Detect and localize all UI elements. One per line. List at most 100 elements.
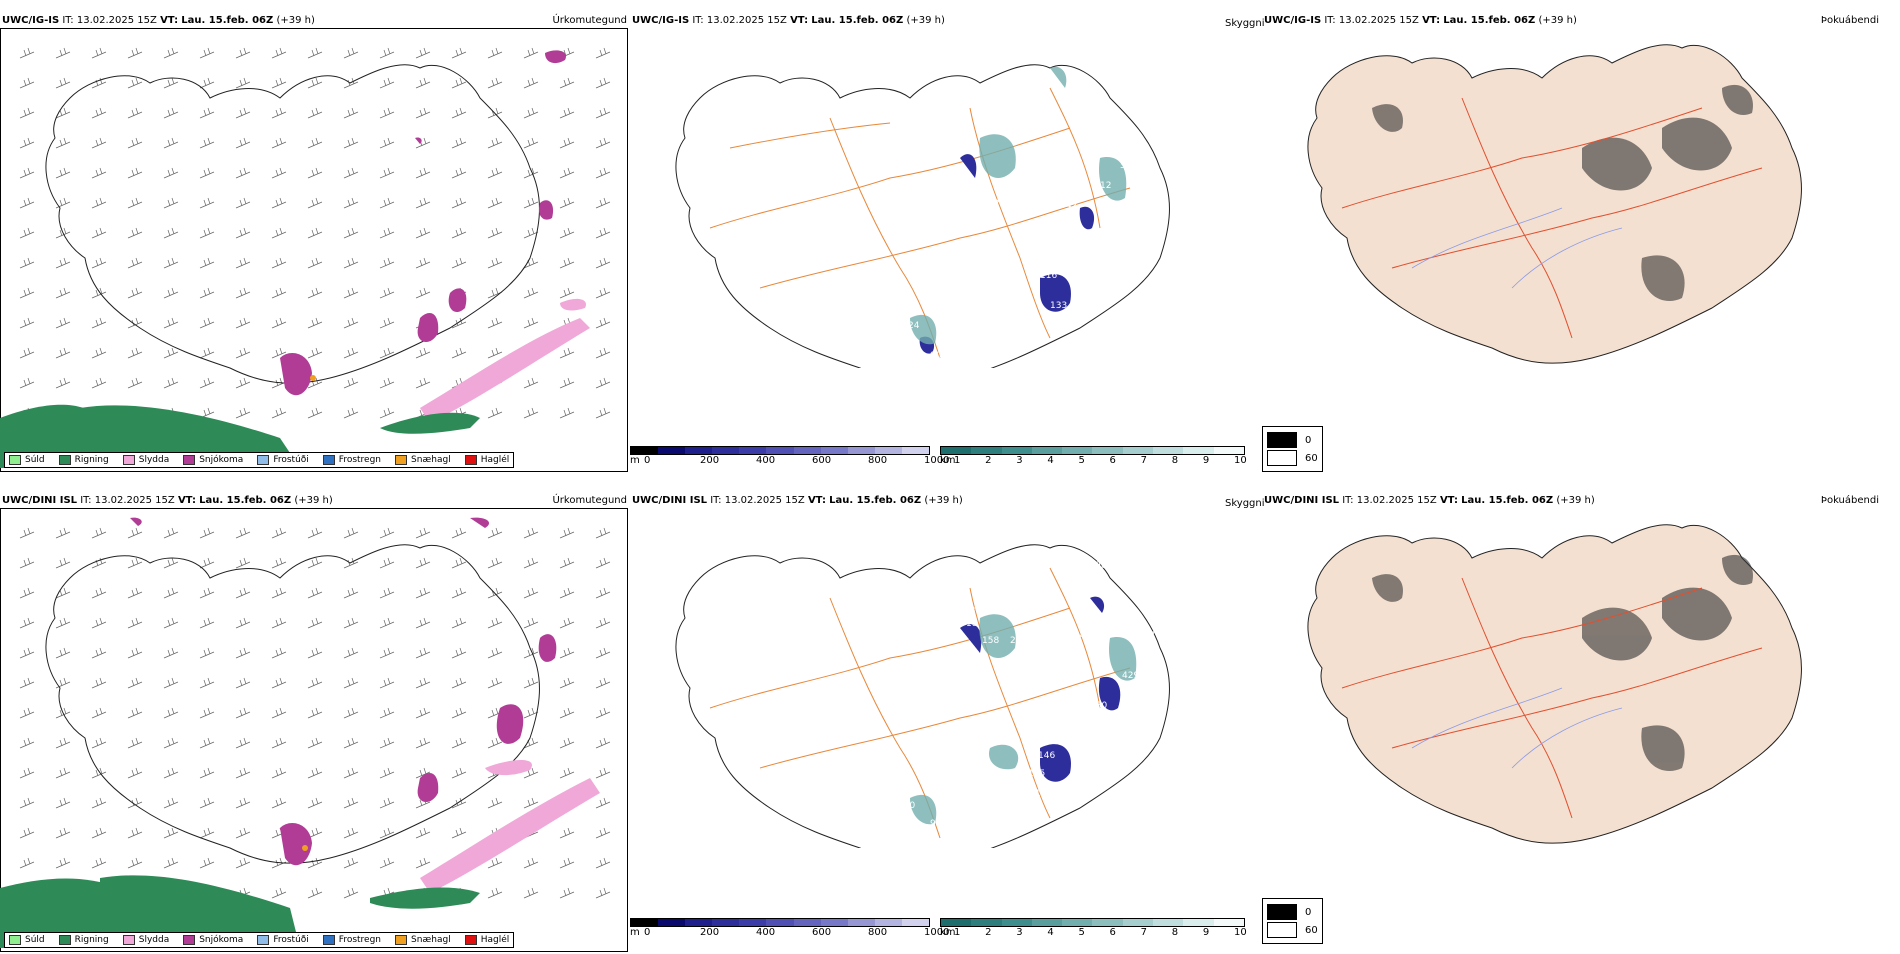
- wind-barb: [415, 587, 431, 599]
- wind-barb: [235, 587, 251, 599]
- wind-barb: [343, 257, 359, 269]
- snow-areas: [280, 50, 566, 396]
- wind-barb: [487, 77, 503, 89]
- wind-barb: [415, 197, 431, 209]
- wind-barb: [55, 857, 71, 869]
- ceiling-areas: [960, 596, 1121, 782]
- wind-barb: [523, 617, 539, 629]
- wind-barb: [307, 677, 323, 689]
- colorbar-cell: [1031, 447, 1063, 454]
- wind-barb: [271, 47, 287, 59]
- wind-barb: [235, 47, 251, 59]
- wind-barb: [271, 137, 287, 149]
- colorbar-cell: [820, 447, 848, 454]
- model-name: UWC/IG-IS: [1264, 15, 1322, 26]
- wind-barb: [307, 107, 323, 119]
- wind-barb: [379, 167, 395, 179]
- wind-barb: [19, 527, 35, 539]
- visibility-unit: km: [940, 455, 956, 466]
- legend-item: Slydda: [122, 455, 169, 465]
- legend-swatch: [9, 455, 21, 465]
- station-label: 44402: [1068, 631, 1097, 641]
- station-label: 116: [1040, 271, 1057, 281]
- wind-barb: [127, 347, 143, 359]
- wind-barb: [55, 287, 71, 299]
- wind-barb: [199, 677, 215, 689]
- colorbar-tick: 8: [1171, 927, 1179, 938]
- wind-barb: [595, 887, 611, 899]
- colorbar-cell: [1183, 919, 1214, 926]
- wind-barb: [343, 587, 359, 599]
- wind-barb: [199, 827, 215, 839]
- wind-barb: [307, 707, 323, 719]
- wind-barb: [307, 287, 323, 299]
- colorbar-cell: [631, 447, 659, 454]
- wind-barb: [91, 707, 107, 719]
- station-label: 130: [1090, 701, 1107, 711]
- wind-barb: [19, 557, 35, 569]
- wind-barb: [163, 527, 179, 539]
- legend-label: Frostúði: [273, 455, 309, 465]
- wind-barb: [487, 557, 503, 569]
- wind-barb: [559, 347, 575, 359]
- station-label: 5: [1120, 161, 1126, 171]
- model-name: UWC/DINI ISL: [1264, 495, 1340, 506]
- legend-item: Frostúði: [257, 935, 309, 945]
- wind-barb: [55, 737, 71, 749]
- wind-barb: [523, 647, 539, 659]
- wind-barb: [559, 197, 575, 209]
- wind-barb: [127, 377, 143, 389]
- wind-barb: [19, 677, 35, 689]
- legend-item: Frostúði: [257, 455, 309, 465]
- wind-barb: [127, 767, 143, 779]
- wind-barb: [307, 587, 323, 599]
- wind-barb: [451, 677, 467, 689]
- wind-barb: [415, 377, 431, 389]
- wind-barb: [235, 737, 251, 749]
- visibility-colorbar: km 1 2 3 4 5 6 7 8 9 10: [940, 446, 1247, 467]
- legend-item: Rigning: [58, 935, 109, 945]
- colorbar-cell: [685, 447, 713, 454]
- wind-barb: [163, 167, 179, 179]
- wind-barb: [451, 527, 467, 539]
- vt-label: VT:: [790, 15, 809, 26]
- station-label: 146: [1038, 751, 1055, 761]
- wind-barb: [199, 317, 215, 329]
- fog-legend-swatch: [1267, 432, 1297, 448]
- wind-barb: [487, 647, 503, 659]
- wind-barb: [91, 347, 107, 359]
- lead-time: (+39 h): [294, 495, 333, 506]
- legend-label: Slydda: [138, 935, 170, 945]
- station-label: 92: [988, 199, 999, 209]
- wind-barb: [91, 197, 107, 209]
- wind-barb: [379, 407, 395, 419]
- wind-barb: [163, 587, 179, 599]
- wind-barb: [163, 707, 179, 719]
- legend-label: Rigning: [74, 455, 109, 465]
- wind-barb: [19, 617, 35, 629]
- wind-barb: [343, 527, 359, 539]
- colorbar-cell: [1122, 919, 1154, 926]
- colorbar-cell: [766, 447, 794, 454]
- wind-barb: [91, 737, 107, 749]
- wind-barb: [415, 257, 431, 269]
- legend-item: Frostregn: [322, 455, 381, 465]
- wind-barb: [91, 77, 107, 89]
- colorbar-tick: 7: [1140, 927, 1148, 938]
- fog-areas: [1372, 554, 1753, 772]
- wind-barb: [559, 227, 575, 239]
- wind-barb: [451, 227, 467, 239]
- wind-barb: [91, 107, 107, 119]
- station-label: 180: [898, 801, 915, 811]
- wind-barb: [523, 107, 539, 119]
- wind-barb: [595, 107, 611, 119]
- wind-barb: [343, 647, 359, 659]
- wind-barb: [415, 677, 431, 689]
- wind-barb: [307, 887, 323, 899]
- legend-label: Frostregn: [338, 935, 382, 945]
- lead-time: (+39 h): [1556, 495, 1595, 506]
- wind-barb: [91, 287, 107, 299]
- colorbar-cell: [874, 447, 902, 454]
- wind-barb: [271, 287, 287, 299]
- wind-barb: [559, 767, 575, 779]
